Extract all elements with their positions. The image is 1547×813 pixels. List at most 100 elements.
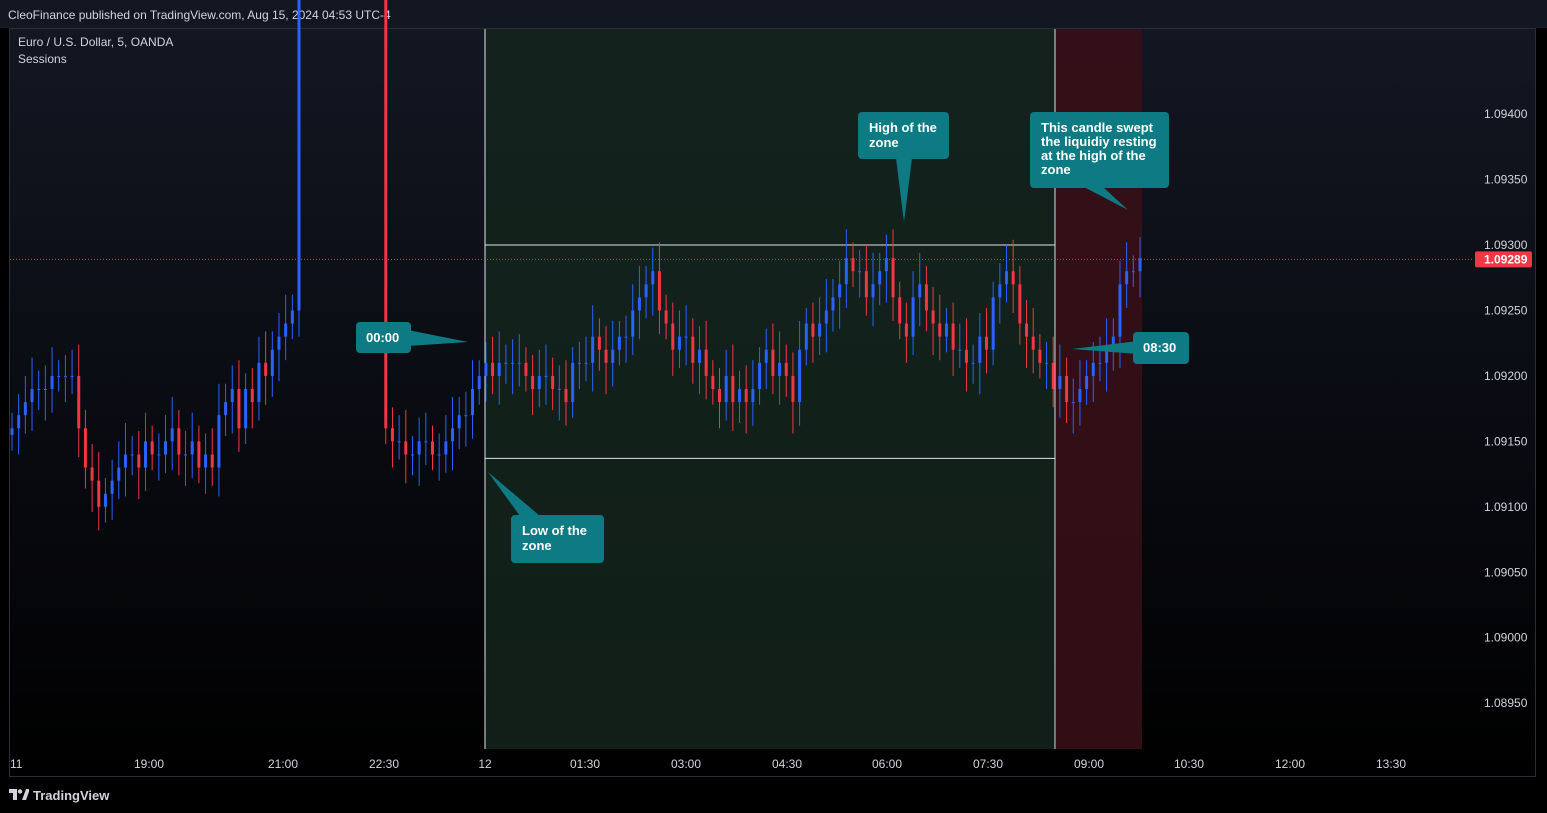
candle — [798, 320, 802, 426]
candle-body — [117, 467, 121, 481]
candle — [631, 284, 635, 355]
candle — [878, 252, 882, 306]
candle-body — [818, 323, 822, 337]
candle-body — [190, 441, 194, 455]
candle — [250, 368, 254, 429]
candle — [137, 430, 141, 499]
candle-body — [771, 349, 775, 376]
candle-body — [90, 467, 94, 481]
candle-body — [738, 389, 742, 403]
callout-midnight-text: 00:00 — [366, 330, 399, 345]
footer-bar — [0, 778, 1547, 813]
candle-body — [17, 415, 21, 429]
candle-body — [964, 349, 968, 363]
candle — [978, 313, 982, 395]
candle-body — [437, 454, 441, 456]
candle — [451, 396, 455, 471]
candle — [511, 339, 515, 395]
candle — [637, 265, 641, 340]
candle — [677, 310, 681, 369]
footer-brand: TradingView — [33, 788, 110, 803]
candle — [597, 318, 601, 371]
candle-body — [791, 375, 795, 403]
callout-sweep-line2: the liquidiy resting — [1041, 134, 1157, 149]
candle — [524, 347, 528, 392]
candle-body — [164, 441, 168, 455]
price-axis[interactable]: 1.08950 1.09000 1.09050 1.09100 1.09150 1.092… — [1484, 107, 1528, 710]
time-tick-label: 12:00 — [1275, 757, 1305, 771]
candle-body — [604, 349, 608, 363]
callout-sweep[interactable]: This candle swept the liquidiy resting a… — [1030, 112, 1169, 210]
candle-body — [410, 454, 414, 456]
candle — [664, 294, 668, 340]
candle-body — [1065, 375, 1069, 403]
candle-body — [597, 336, 601, 350]
candle-body — [617, 336, 621, 350]
candle-body — [177, 428, 181, 455]
candle — [277, 313, 281, 382]
candle-body — [397, 441, 401, 443]
candle — [964, 318, 968, 392]
last-price-value: 1.09289 — [1484, 252, 1528, 266]
candle — [10, 412, 14, 451]
candle — [844, 229, 848, 308]
candle — [811, 302, 815, 363]
callout-low-zone[interactable]: Low of the zone — [488, 472, 604, 563]
candle — [1071, 378, 1075, 434]
candle — [123, 423, 127, 497]
candle — [951, 302, 955, 376]
candle-body — [83, 428, 87, 468]
candle-body — [1045, 362, 1049, 364]
candle — [110, 459, 114, 520]
time-tick-label: 06:00 — [872, 757, 902, 771]
candle-body — [1038, 349, 1042, 363]
candle-body — [904, 323, 908, 337]
time-tick-label: 09:00 — [1074, 757, 1104, 771]
candle — [164, 415, 168, 473]
symbol-line: Euro / U.S. Dollar, 5, OANDA — [18, 35, 173, 49]
callout-sweep-line3: at the high of the — [1041, 148, 1146, 163]
callout-high-zone-line2: zone — [869, 135, 899, 150]
callout-killzone[interactable]: 08:30 — [1072, 332, 1189, 364]
callout-killzone-box — [1133, 332, 1189, 364]
candle — [537, 349, 541, 408]
candle-body — [184, 454, 188, 456]
candle-body — [103, 493, 107, 507]
candle — [564, 360, 568, 426]
candle — [210, 428, 214, 486]
candle — [898, 281, 902, 340]
callout-midnight[interactable]: 00:00 — [356, 322, 468, 353]
candle — [103, 478, 107, 523]
candle — [604, 326, 608, 395]
time-axis[interactable]: 11 19:00 21:00 22:30 12 01:30 03:00 04:30 06:00 0… — [10, 757, 1406, 771]
candle-body — [491, 362, 495, 376]
callout-low-zone-line2: zone — [522, 538, 552, 553]
candle — [1098, 336, 1102, 382]
candle-body — [1051, 362, 1055, 389]
candle-body — [531, 375, 535, 389]
candle — [143, 412, 147, 492]
tradingview-logo-icon — [9, 789, 29, 800]
candle-body — [390, 428, 394, 442]
candle — [17, 394, 21, 455]
candle-body — [664, 310, 668, 324]
candle-body — [938, 323, 942, 337]
candle-body — [70, 375, 74, 377]
candle — [50, 347, 54, 413]
candle — [297, 0, 301, 337]
candle — [177, 409, 181, 476]
candle — [1051, 336, 1055, 408]
candle — [471, 360, 475, 439]
candle-body — [551, 375, 555, 389]
callout-high-zone[interactable]: High of the zone — [858, 112, 949, 222]
candle-body — [564, 389, 568, 403]
candle — [157, 433, 161, 481]
time-tick-label: 13:30 — [1376, 757, 1406, 771]
candle-body — [891, 258, 895, 298]
candle — [1085, 360, 1089, 405]
candle-body — [864, 271, 868, 298]
time-tick-label: 01:30 — [570, 757, 600, 771]
callout-high-zone-box — [858, 112, 949, 159]
candle-body — [424, 441, 428, 443]
